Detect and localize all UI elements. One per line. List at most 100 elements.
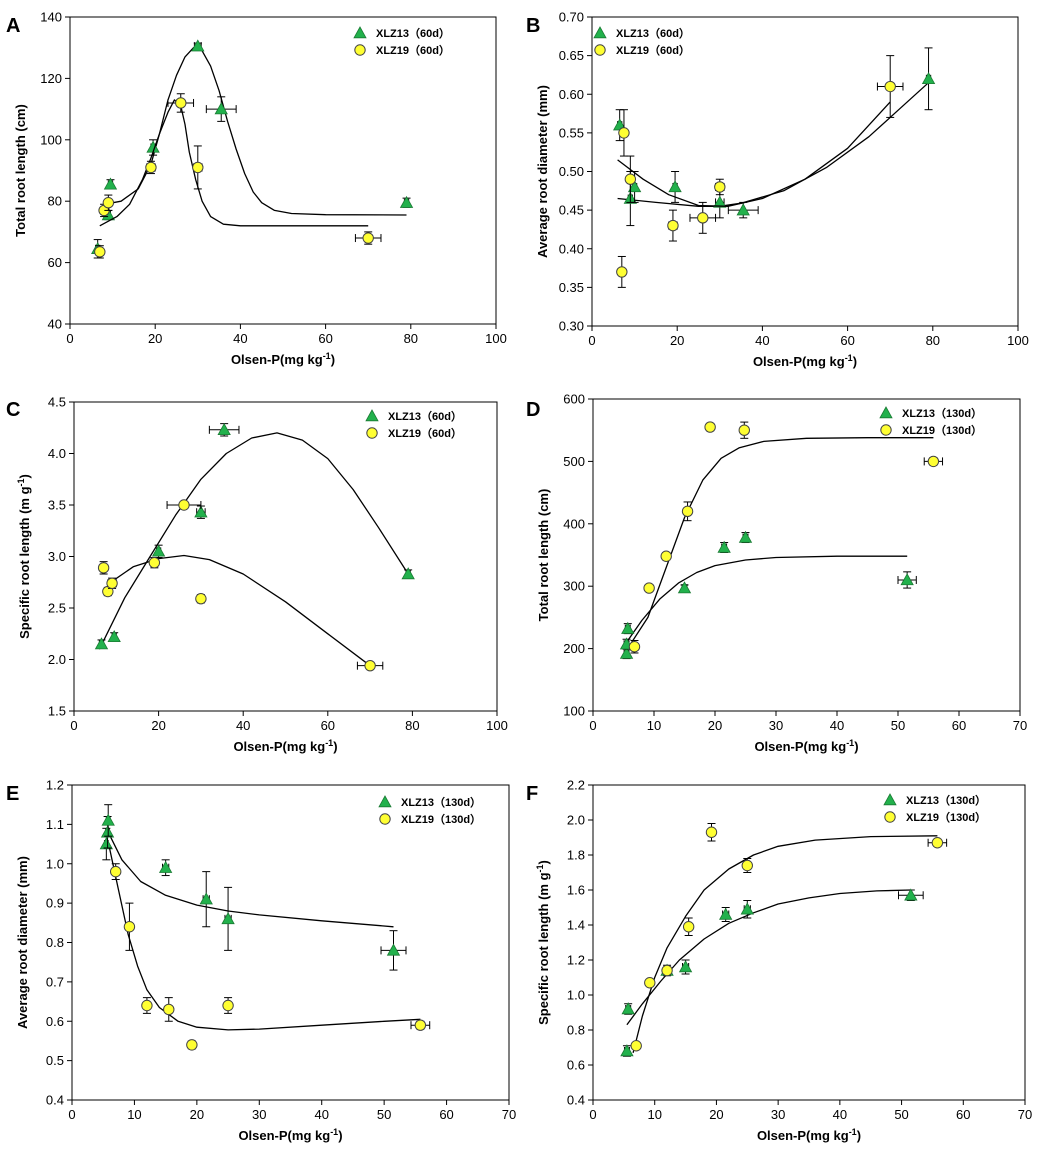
y-tick-label: 40: [48, 317, 62, 332]
circle-marker: [141, 999, 153, 1012]
x-tick-label: 20: [190, 1107, 204, 1122]
triangle-marker: [99, 837, 114, 850]
data-point: [199, 871, 213, 928]
triangle-marker: [900, 573, 914, 586]
y-axis-title: Total root length (cm): [13, 104, 28, 237]
x-tick-label: 40: [314, 1107, 328, 1122]
legend-label: XLZ13（60d）: [388, 410, 462, 423]
triangle-marker: [194, 505, 208, 518]
data-point: [727, 201, 759, 219]
data-point: [123, 902, 136, 951]
circle-marker: [148, 556, 161, 569]
legend-circle-icon: [354, 44, 366, 56]
y-tick-label: 0.40: [559, 241, 584, 256]
plot-frame: [73, 401, 498, 712]
data-point: [927, 837, 948, 849]
legend-label: XLZ13（60d）: [376, 27, 450, 40]
fit-curve: [107, 554, 371, 667]
circle-marker: [643, 582, 655, 594]
legend-circle-icon: [594, 44, 606, 56]
data-point: [221, 886, 235, 951]
x-tick-label: 10: [647, 1107, 661, 1122]
triangle-marker: [151, 544, 166, 557]
y-tick-label: 0.9: [46, 896, 64, 911]
data-point: [410, 1019, 431, 1031]
data-point: [624, 155, 637, 203]
y-tick-label: 0.4: [567, 1093, 585, 1108]
x-tick-label: 30: [771, 1107, 785, 1122]
x-tick-label: 30: [252, 1107, 266, 1122]
legend-label: XLZ19（60d）: [616, 44, 690, 57]
circle-marker: [704, 421, 716, 433]
plot-frame: [592, 784, 1026, 1101]
circle-marker: [195, 593, 207, 605]
x-tick-label: 60: [321, 718, 335, 733]
panel-b: B 0 20 40 60 80 100 0.30 0.35 0.40 0.45 0.50 0.55 0.6…: [526, 10, 1029, 370]
legend-entry: XLZ13（130d）: [879, 406, 982, 420]
triangle-marker: [386, 943, 401, 956]
y-axis-title: Specific root length (m g-1): [535, 860, 551, 1025]
data-point: [158, 859, 173, 877]
data-point: [167, 93, 195, 113]
x-tick-label: 20: [708, 718, 722, 733]
y-tick-label: 200: [563, 641, 585, 656]
legend-triangle-icon: [883, 793, 897, 806]
y-tick-label: 2.0: [567, 813, 585, 828]
x-tick-label: 50: [891, 718, 905, 733]
legend-entry: XLZ19（60d）: [354, 44, 450, 57]
data-point: [705, 823, 718, 842]
circle-marker: [192, 161, 204, 174]
data-point: [141, 997, 153, 1014]
data-point: [741, 858, 753, 873]
panel-c: C 0 20 40 60 80 100 1.5 2.0 2.5 3.0 3.5 4.0 4.5 Olsen-…: [6, 395, 508, 755]
series-xlz19: [108, 847, 431, 1051]
y-axis-title: Specific root length (m g-1): [16, 474, 32, 639]
data-point: [192, 145, 204, 190]
circle-marker: [163, 1003, 175, 1016]
panel-letter: D: [526, 399, 540, 421]
legend-entry: XLZ13（60d）: [365, 409, 462, 423]
legend-entry: XLZ19（60d）: [594, 44, 690, 57]
data-point: [195, 593, 207, 605]
y-tick-label: 0.55: [559, 125, 584, 140]
x-tick-label: 0: [589, 718, 596, 733]
y-tick-label: 1.6: [567, 883, 585, 898]
triangle-marker: [100, 825, 115, 838]
plot-frame: [591, 16, 1019, 327]
legend-triangle-icon: [378, 795, 392, 808]
fit-curve: [105, 828, 394, 928]
triangle-marker: [214, 102, 228, 115]
legend-circle-icon: [880, 424, 892, 436]
triangle-marker: [619, 646, 634, 659]
data-point: [163, 997, 175, 1022]
data-point: [208, 422, 240, 437]
y-tick-label: 1.2: [567, 953, 585, 968]
triangle-marker: [740, 902, 754, 915]
legend-entry: XLZ13（130d）: [378, 795, 481, 809]
data-point: [661, 964, 673, 977]
y-tick-label: 2.2: [567, 778, 585, 793]
x-tick-label: 40: [233, 331, 247, 346]
triangle-marker: [620, 1044, 634, 1057]
circle-marker: [884, 80, 896, 93]
y-tick-label: 2.0: [48, 652, 66, 667]
legend-triangle-icon: [593, 26, 607, 39]
panel-letter: C: [6, 399, 20, 421]
data-point: [717, 540, 731, 554]
triangle-marker: [921, 71, 936, 84]
data-point: [620, 1044, 634, 1057]
y-tick-label: 0.5: [46, 1053, 64, 1068]
legend-triangle-icon: [365, 409, 379, 422]
legend-entry: XLZ19（130d）: [884, 811, 986, 824]
y-tick-label: 120: [40, 71, 62, 86]
data-point: [897, 888, 924, 901]
triangle-marker: [668, 180, 682, 193]
triangle-marker: [107, 630, 121, 643]
circle-marker: [145, 161, 157, 174]
data-point: [668, 171, 682, 203]
y-tick-label: 1.5: [48, 704, 66, 719]
data-point: [97, 561, 110, 575]
triangle-marker: [401, 567, 415, 580]
circle-marker: [628, 641, 641, 653]
